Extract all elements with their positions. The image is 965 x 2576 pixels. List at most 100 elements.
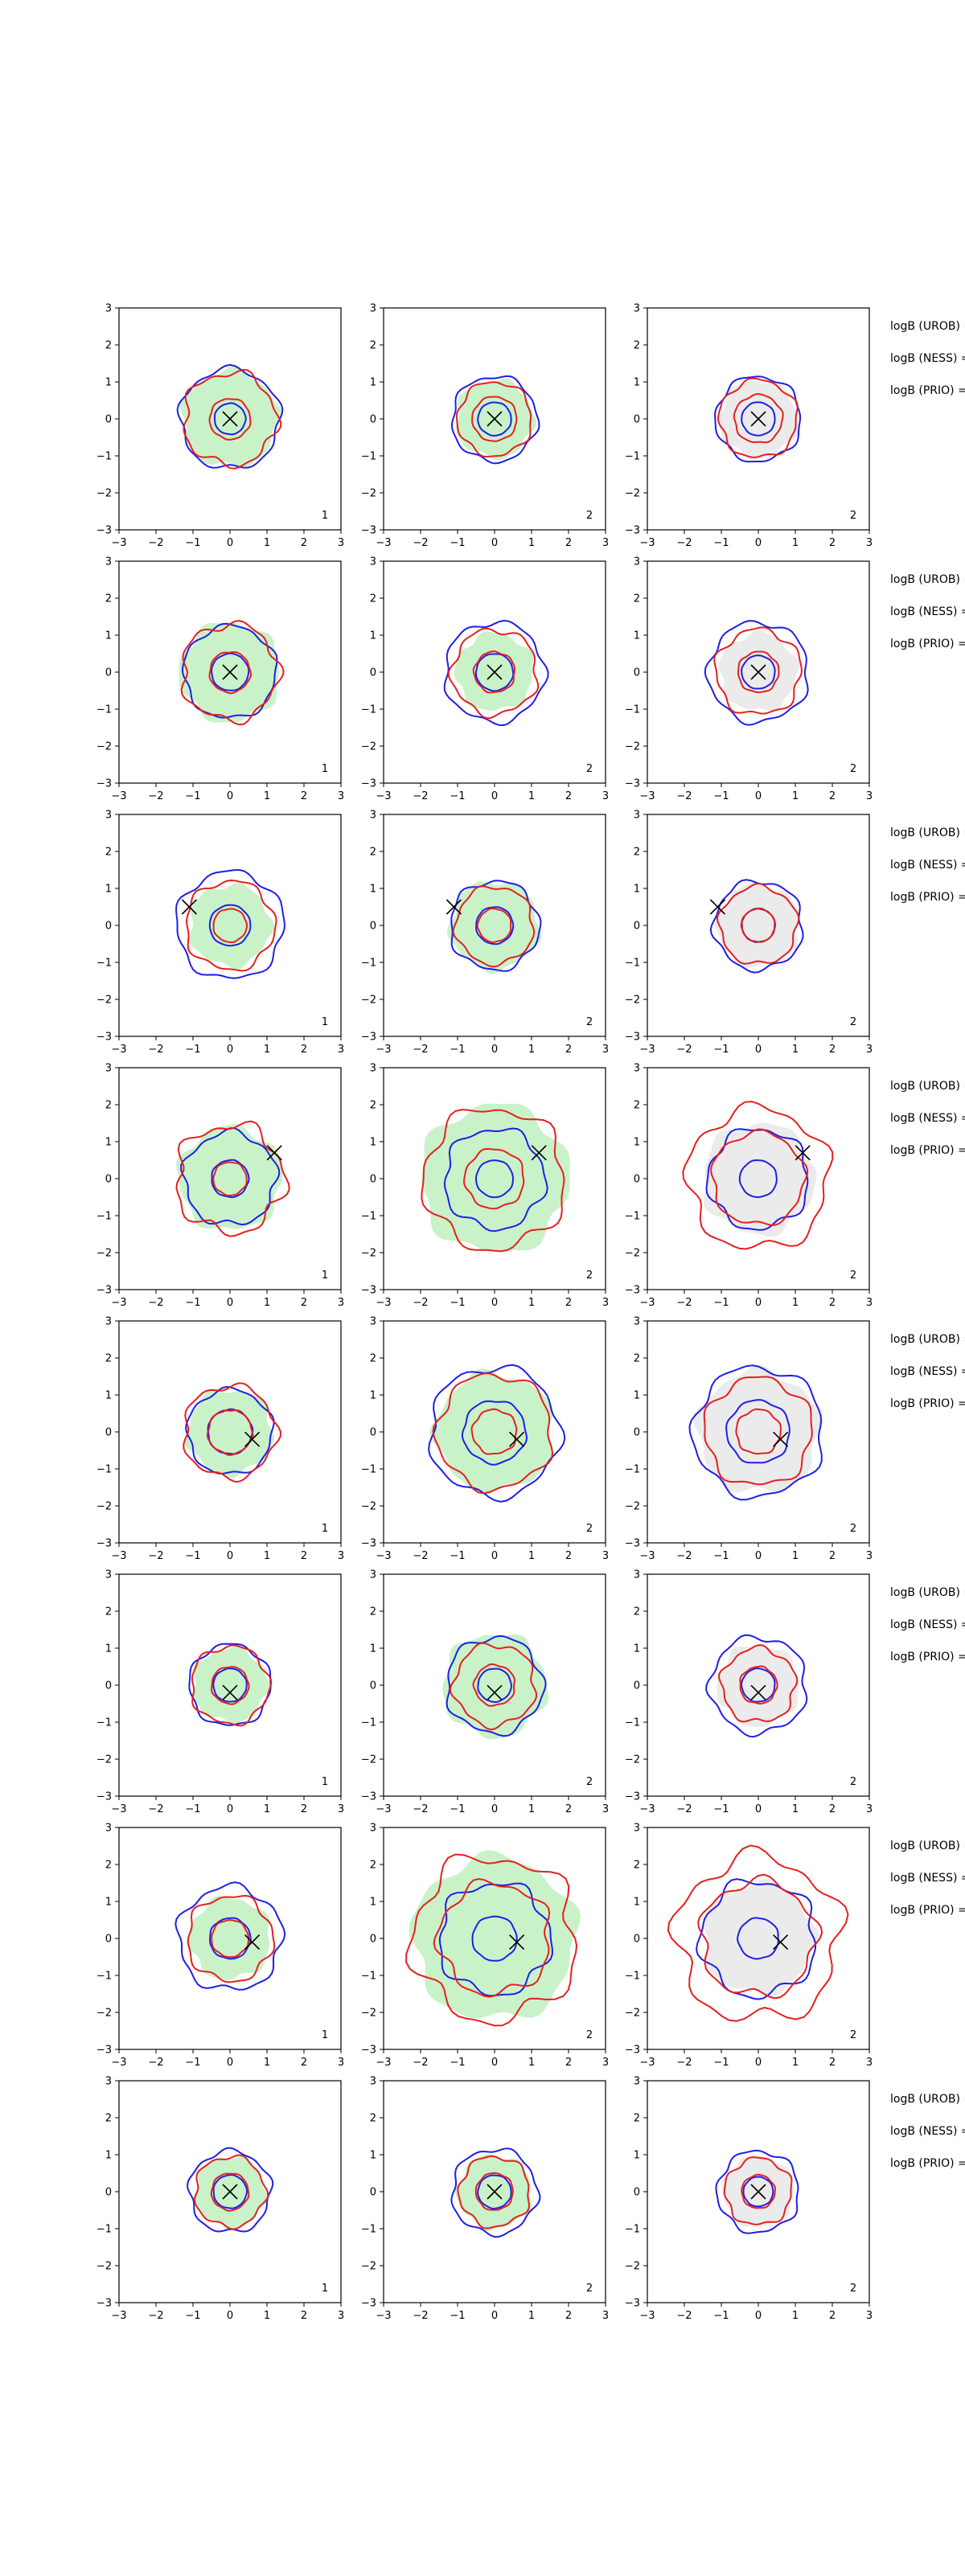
- x-tick-label: −3: [639, 790, 655, 802]
- x-tick-label: 1: [528, 2057, 535, 2069]
- subplot-r5-c3: −3 −2 −1 0 1 2 3 −3 −2 −1 0 1 2 3 2: [625, 1316, 873, 1563]
- corner-label: 2: [850, 763, 856, 775]
- x-tick-label: −2: [148, 1044, 163, 1056]
- y-tick-label: 0: [634, 667, 640, 679]
- density-fill: [187, 1896, 270, 1980]
- y-tick-label: 3: [105, 2076, 112, 2088]
- bayes-label: logB (PRIO) =: [890, 891, 965, 904]
- blue-contour: [477, 2174, 512, 2209]
- x-tick-label: 0: [227, 2310, 233, 2322]
- y-tick-label: 1: [634, 1897, 640, 1909]
- subplot-r1-c2: −3 −2 −1 0 1 2 3 −3 −2 −1 0 1 2 3 2: [361, 303, 609, 550]
- blue-contour: [187, 2147, 274, 2233]
- y-tick-label: 1: [634, 1643, 640, 1655]
- corner-label: 2: [850, 1016, 856, 1028]
- y-tick-label: −1: [625, 1971, 640, 1983]
- x-tick-label: 1: [264, 537, 270, 549]
- bayes-label: logB (UROB) =: [890, 1840, 965, 1852]
- subplot-r3-c1: −3 −2 −1 0 1 2 3 −3 −2 −1 0 1 2 3 1: [96, 810, 344, 1056]
- x-marker: [487, 1684, 503, 1700]
- subplot-r8-c2: −3 −2 −1 0 1 2 3 −3 −2 −1 0 1 2 3 2: [361, 2076, 609, 2323]
- bayes-label: logB (PRIO) =: [890, 1144, 965, 1157]
- y-tick-label: 3: [370, 810, 376, 822]
- y-tick-label: 3: [634, 1063, 640, 1075]
- y-tick-label: 1: [634, 630, 640, 642]
- x-tick-label: 0: [755, 2310, 762, 2322]
- x-tick-label: −1: [185, 790, 200, 802]
- y-tick-label: −2: [625, 1248, 640, 1260]
- x-tick-label: −1: [450, 790, 465, 802]
- x-tick-label: −2: [413, 2057, 428, 2069]
- y-tick-label: 0: [105, 2187, 112, 2199]
- y-tick-label: 0: [370, 667, 376, 679]
- density-fill: [446, 880, 542, 974]
- subplot-r3-c3: −3 −2 −1 0 1 2 3 −3 −2 −1 0 1 2 3 2: [625, 810, 873, 1056]
- x-marker: [509, 1431, 525, 1447]
- density-fill: [717, 1645, 799, 1727]
- blue-contour: [214, 402, 247, 436]
- y-tick-label: 0: [105, 667, 112, 679]
- blue-contour: [741, 401, 776, 437]
- y-tick-label: 1: [105, 1643, 112, 1655]
- y-tick-label: −3: [96, 1791, 112, 1803]
- x-tick-label: 1: [792, 2310, 799, 2322]
- red-contour: [709, 1128, 809, 1226]
- y-tick-label: 0: [370, 921, 376, 933]
- y-tick-label: −2: [361, 1754, 376, 1766]
- x-tick-label: 2: [829, 1803, 836, 1815]
- bayes-label: logB (NESS) =: [890, 605, 965, 618]
- red-contour: [208, 398, 252, 441]
- red-contour: [733, 392, 784, 444]
- x-tick-label: 1: [528, 1550, 535, 1562]
- x-tick-label: −3: [376, 1044, 391, 1056]
- y-tick-label: −1: [96, 1717, 112, 1729]
- red-contour: [697, 1873, 823, 2000]
- x-tick-label: −1: [450, 2057, 465, 2069]
- bayes-label: logB (UROB) =: [890, 573, 965, 586]
- y-tick-label: 1: [105, 884, 112, 896]
- blue-contour: [471, 1915, 518, 1962]
- x-tick-label: 3: [602, 1550, 609, 1562]
- y-tick-label: −3: [361, 1538, 376, 1550]
- x-tick-label: 2: [829, 1297, 836, 1309]
- x-tick-label: −1: [185, 1550, 200, 1562]
- y-tick-label: 2: [370, 1353, 376, 1365]
- y-tick-label: 3: [105, 810, 112, 822]
- corner-label: 2: [586, 510, 593, 522]
- x-tick-label: 2: [565, 1297, 572, 1309]
- x-tick-label: 0: [755, 1550, 762, 1562]
- blue-contour: [175, 1881, 286, 1991]
- y-tick-label: −1: [625, 2224, 640, 2236]
- corner-label: 2: [586, 1776, 593, 1788]
- y-tick-label: 0: [370, 1174, 376, 1186]
- y-tick-label: 2: [634, 2113, 640, 2125]
- x-tick-label: −2: [148, 2310, 163, 2322]
- blue-contour: [688, 1364, 823, 1501]
- x-tick-label: −3: [376, 537, 391, 549]
- x-tick-label: −2: [413, 1550, 428, 1562]
- x-tick-label: 1: [792, 1044, 799, 1056]
- y-tick-label: 2: [370, 340, 376, 352]
- x-tick-label: 3: [602, 2310, 609, 2322]
- y-tick-label: −2: [96, 741, 112, 753]
- x-tick-label: −1: [185, 1044, 200, 1056]
- bayes-label: logB (UROB) =: [890, 1333, 965, 1346]
- corner-label: 2: [850, 2029, 856, 2041]
- x-tick-label: 3: [338, 2310, 344, 2322]
- red-contour: [462, 1147, 525, 1210]
- x-tick-label: 0: [227, 1297, 233, 1309]
- x-tick-label: −2: [148, 537, 163, 549]
- x-tick-label: 2: [301, 537, 307, 549]
- bayes-label: logB (UROB) =: [890, 2093, 965, 2106]
- y-tick-label: 2: [634, 1353, 640, 1365]
- bayes-label: logB (NESS) =: [890, 1618, 965, 1631]
- y-tick-label: −2: [96, 1501, 112, 1513]
- x-marker: [266, 1145, 282, 1161]
- red-contour: [741, 907, 777, 943]
- x-marker: [487, 411, 503, 427]
- red-contour: [212, 908, 248, 944]
- x-tick-label: 0: [491, 2310, 498, 2322]
- blue-contour: [477, 1667, 512, 1703]
- y-tick-label: −2: [96, 488, 112, 500]
